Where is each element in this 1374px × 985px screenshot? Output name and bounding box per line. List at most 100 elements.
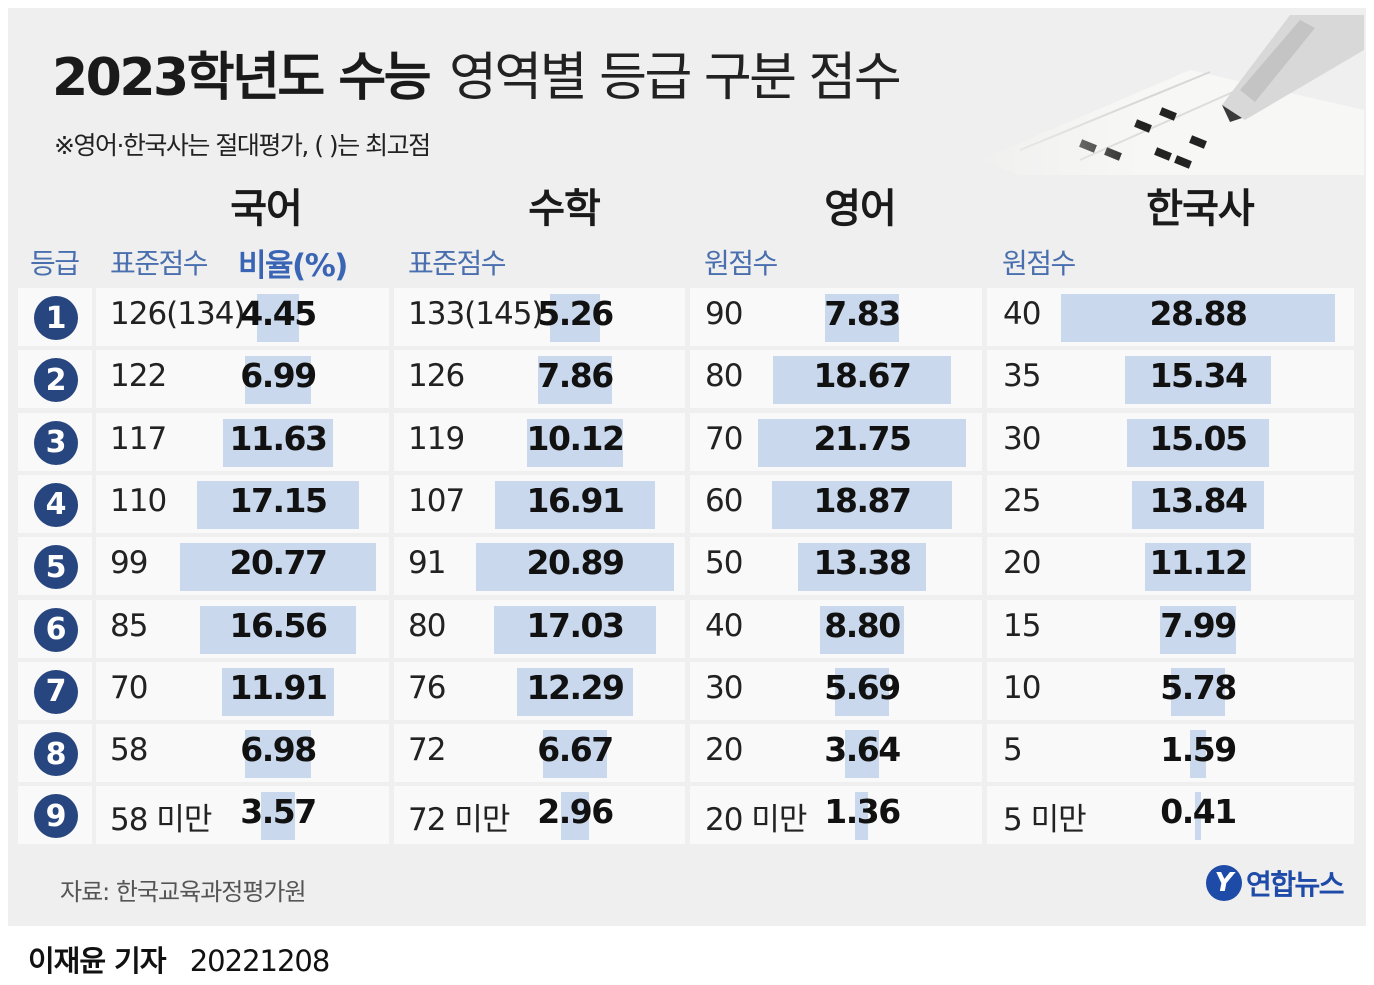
history-score: 40 [1003,296,1041,332]
english-ratio-bar [819,605,905,654]
history-score: 30 [1003,420,1041,457]
korean-ratio: 16.56 [229,605,328,645]
subject-korean: 국어 [230,186,303,232]
header-grade: 등급 [30,247,80,280]
korean-score: 110 [110,482,167,519]
math-ratio: 6.67 [537,730,614,770]
korean-score: 99 [110,545,148,582]
korean-ratio-bar [221,667,335,716]
korean-ratio-bar [196,480,360,529]
math-ratio: 2.96 [537,792,614,832]
table-row: 4 110 17.15 107 16.91 60 18.87 25 13.84 [0,473,1374,535]
math-score: 72 미만 [408,802,510,839]
korean-score: 85 [110,607,148,644]
english-ratio-bar [771,480,953,529]
math-score: 119 [408,420,465,457]
history-ratio-bar [1145,543,1251,592]
math-score: 126 [408,358,465,395]
math-ratio: 20.89 [526,543,625,583]
korean-score: 70 [110,669,148,706]
grade-badge-4: 4 [34,482,78,527]
math-ratio-bar [537,356,613,405]
english-ratio: 21.75 [813,418,912,458]
grade-badge-1: 1 [34,296,78,340]
header-english-score: 원점수 [704,247,778,280]
history-ratio: 7.99 [1160,605,1237,645]
english-ratio: 7.83 [824,294,901,333]
math-score: 133(145) [408,296,544,332]
english-ratio: 18.67 [813,356,912,396]
korean-ratio-bar [222,418,334,467]
math-ratio: 10.12 [526,418,625,458]
logo-icon: Y [1206,865,1242,901]
english-cell [690,724,982,783]
korean-ratio-bar [244,356,312,405]
page-title: 2023학년도 수능 영역별 등급 구분 점수 [52,46,902,110]
english-ratio-bar [772,356,952,405]
grade-badge-2: 2 [34,358,78,403]
history-ratio-bar [1195,792,1201,841]
english-ratio: 8.80 [824,605,901,645]
english-ratio: 13.38 [813,543,912,583]
korean-ratio: 6.98 [240,730,317,770]
korean-ratio: 3.57 [240,792,317,832]
math-ratio-bar [560,792,590,841]
korean-cell [96,786,389,845]
math-ratio-bar [516,667,634,716]
math-ratio-bar [494,605,656,654]
header-korean-score: 표준점수 [110,247,209,280]
title-light: 영역별 등급 구분 점수 [449,48,902,108]
math-ratio-bar [494,480,656,529]
korean-ratio-bar [244,730,312,779]
korean-score: 58 미만 [110,802,212,839]
history-score: 20 [1003,545,1041,582]
english-score: 80 [705,358,743,395]
subject-english: 영어 [824,186,897,232]
history-ratio: 0.41 [1160,792,1237,832]
korean-cell [96,724,389,783]
subtitle-note: ※영어·한국사는 절대평가, ( )는 최고점 [54,131,431,160]
english-score: 50 [705,545,743,582]
table-row: 5 99 20.77 91 20.89 50 13.38 20 11.12 [0,535,1374,597]
table-row: 6 85 16.56 80 17.03 40 8.80 15 7.99 [0,598,1374,660]
reporter-name: 이재윤 기자 [28,944,166,978]
yonhap-logo: Y 연합뉴스 [1206,862,1345,904]
math-score: 107 [408,482,465,519]
history-ratio: 5.78 [1160,667,1237,707]
history-ratio-bar [1126,418,1270,467]
korean-cell [96,350,389,409]
english-ratio: 5.69 [824,667,901,707]
title-bold: 2023학년도 수능 [52,48,432,108]
english-score: 20 [705,732,743,769]
history-score: 15 [1003,607,1041,644]
korean-score: 117 [110,420,167,457]
history-ratio-bar [1061,294,1335,342]
grade-badge-5: 5 [34,545,78,590]
english-score: 60 [705,482,743,519]
korean-ratio: 4.45 [240,294,317,333]
english-score: 20 미만 [705,802,807,839]
korean-ratio: 11.63 [229,418,328,458]
english-score: 40 [705,607,743,644]
math-score: 72 [408,732,446,769]
history-ratio-bar [1160,605,1236,654]
table-row: 8 58 6.98 72 6.67 20 3.64 5 1.59 [0,722,1374,784]
korean-ratio: 20.77 [229,543,328,583]
history-ratio-bar [1125,356,1271,405]
korean-ratio: 11.91 [229,667,328,707]
korean-ratio-bar [261,792,295,841]
table-row: 3 117 11.63 119 10.12 70 21.75 30 15.05 [0,411,1374,473]
math-score: 80 [408,607,446,644]
korean-ratio-bar [199,605,357,654]
history-score: 5 미만 [1003,802,1087,839]
logo-text: 연합뉴스 [1246,868,1345,901]
history-score: 25 [1003,482,1041,519]
english-score: 70 [705,420,743,457]
english-score: 90 [705,296,743,332]
korean-ratio: 6.99 [240,356,317,396]
math-ratio-bar [527,418,623,467]
english-ratio: 3.64 [824,730,901,770]
english-ratio-bar [855,792,869,841]
table-row: 9 58 미만 3.57 72 미만 2.96 20 미만 1.36 5 미만 0.41 [0,784,1374,846]
byline: 이재윤 기자 20221208 [28,938,330,980]
